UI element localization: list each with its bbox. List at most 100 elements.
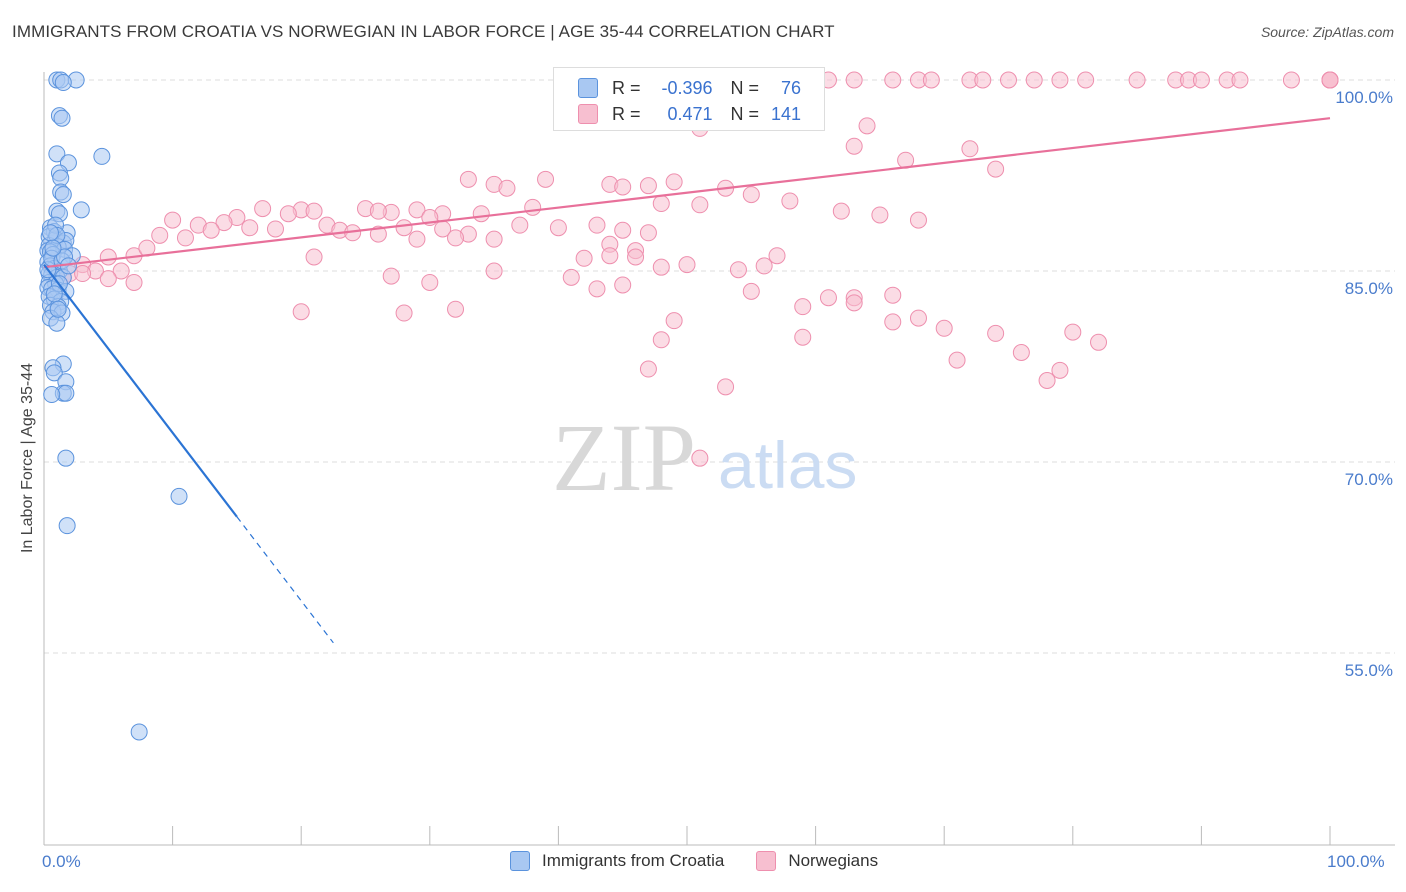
legend-label-norwegians: Norwegians (788, 851, 879, 870)
croatia-point (43, 386, 61, 404)
norwegians-point (909, 211, 927, 229)
norwegians-point (794, 328, 812, 346)
r-label: R = (612, 103, 641, 124)
norwegians-point (909, 309, 927, 327)
norwegians-point (447, 300, 465, 318)
legend-swatch-croatia (510, 851, 530, 871)
norwegians-point (717, 378, 735, 396)
norwegians-point (125, 273, 143, 291)
croatia-point (45, 285, 63, 303)
norwegians-point (1128, 71, 1146, 89)
norwegians-point (871, 206, 889, 224)
norwegians-point (575, 249, 593, 267)
source-label: Source: ZipAtlas.com (1260, 24, 1394, 40)
norwegians-point (215, 214, 233, 232)
norwegians-point (845, 71, 863, 89)
norwegians-point (241, 219, 259, 237)
norwegians-point (1012, 343, 1030, 361)
r-value-croatia: -0.396 (661, 77, 713, 98)
norwegians-point (922, 71, 940, 89)
norwegians-point (292, 303, 310, 321)
norwegians-point (987, 160, 1005, 178)
legend-swatch-pink (578, 104, 598, 124)
norwegians-point (627, 248, 645, 266)
norwegians-point (408, 230, 426, 248)
norwegians-point (562, 268, 580, 286)
norwegians-point (537, 170, 555, 188)
norwegians-point (498, 179, 516, 197)
norwegians-point (639, 360, 657, 378)
y-tick-labels: 55.0% 70.0% 85.0% 100.0% (1335, 88, 1393, 680)
norwegians-point (1038, 372, 1056, 390)
norwegians-point (614, 276, 632, 294)
croatia-point (93, 147, 111, 165)
norwegians-point (845, 137, 863, 155)
croatia-point (54, 186, 72, 204)
norwegians-point (151, 226, 169, 244)
croatia-point (48, 314, 66, 332)
norwegians-point (202, 221, 220, 239)
croatia-point (44, 239, 62, 257)
stats-legend-row-norwegians: R = 0.471 N = 141 (554, 101, 801, 127)
norwegians-point (588, 280, 606, 298)
norwegians-point (459, 170, 477, 188)
norwegians-point (447, 229, 465, 247)
norwegians-point (729, 261, 747, 279)
norwegians-point (948, 351, 966, 369)
watermark-atlas: atlas (718, 428, 857, 502)
norwegians-point (858, 117, 876, 135)
norwegians-point (832, 202, 850, 220)
norwegians-point (369, 202, 387, 220)
n-value-norwegians: 141 (770, 103, 802, 124)
legend-swatch-norwegians (756, 851, 777, 871)
norwegians-point (1321, 71, 1339, 89)
norwegians-point (768, 247, 786, 265)
trend-lines (43, 117, 1331, 644)
norwegians-point (884, 71, 902, 89)
norwegians-point (485, 230, 503, 248)
x-tick-label-max: 100.0% (1327, 852, 1385, 871)
norwegians-point (652, 258, 670, 276)
norwegians-point (614, 178, 632, 196)
norwegians-point (472, 205, 490, 223)
norwegians-point (1064, 323, 1082, 341)
stats-legend: R = -0.396 N = 76 R = 0.471 N = 141 (553, 67, 825, 131)
norwegians-point (652, 331, 670, 349)
croatia-points (39, 71, 188, 741)
norwegians-point (421, 273, 439, 291)
chart-title: IMMIGRANTS FROM CROATIA VS NORWEGIAN IN … (12, 22, 835, 41)
norwegians-point (665, 173, 683, 191)
croatia-point (48, 145, 66, 163)
x-tick-label-min: 0.0% (42, 852, 81, 871)
legend-swatch-blue (578, 78, 598, 98)
norwegians-point (691, 196, 709, 214)
croatia-point (58, 517, 76, 535)
legend-label-croatia: Immigrants from Croatia (542, 851, 725, 870)
norwegians-point (588, 216, 606, 234)
norwegians-point (1077, 71, 1095, 89)
r-value-norwegians: 0.471 (667, 103, 713, 124)
n-label: N = (730, 103, 760, 124)
norwegians-point (164, 211, 182, 229)
croatia-trend-extrapolation (236, 516, 334, 644)
croatia-point (54, 74, 72, 92)
norwegians-point (652, 195, 670, 213)
norwegians-point (112, 262, 130, 280)
norwegians-point (1051, 71, 1069, 89)
norwegians-point (614, 221, 632, 239)
norwegians-point (176, 229, 194, 247)
watermark-zip: ZIP (552, 404, 696, 511)
norwegians-point (382, 267, 400, 285)
norwegians-point (1000, 71, 1017, 89)
norwegians-point (794, 298, 812, 316)
axes (43, 72, 1395, 846)
norwegians-point (987, 324, 1005, 342)
croatia-point (49, 300, 67, 318)
croatia-point (72, 201, 90, 219)
watermark: ZIP atlas (552, 404, 857, 511)
n-label: N = (730, 77, 760, 98)
y-tick-label: 85.0% (1345, 279, 1393, 298)
croatia-point (45, 364, 63, 382)
norwegians-point (524, 198, 542, 216)
